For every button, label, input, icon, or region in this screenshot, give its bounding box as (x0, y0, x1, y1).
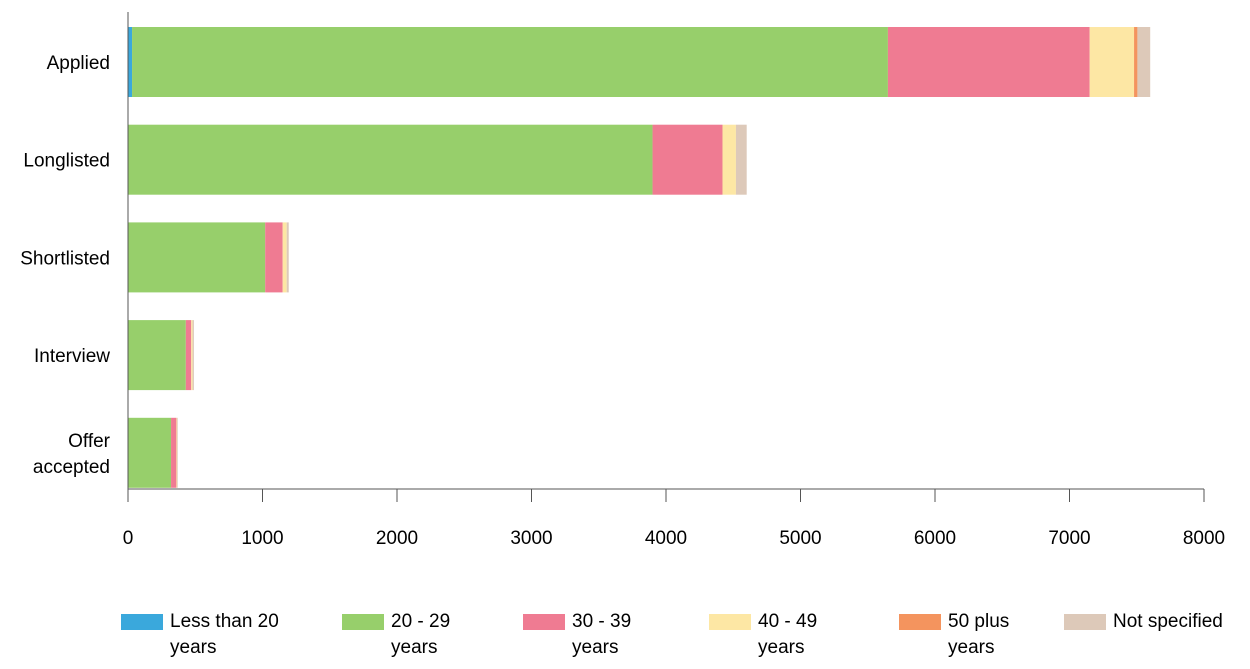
legend-label: Not specified (1113, 611, 1223, 632)
legend-label: 30 - 39 years (572, 611, 632, 658)
bar-segment (652, 124, 723, 195)
stacked-bar-chart: 0 1000 2000 3000 4000 5000 6000 7000 8000 Applie… (20, 12, 1225, 549)
x-tick-label: 7000 (1048, 528, 1090, 549)
category-label: Interview (34, 346, 110, 367)
bar-segment (265, 222, 283, 293)
bar-segment (286, 222, 289, 293)
category-label: Shortlisted (20, 248, 110, 269)
x-ticks-group: 0 1000 2000 3000 4000 5000 6000 7000 8000 (123, 489, 1225, 549)
bar-segment (132, 27, 888, 97)
legend-swatch (899, 614, 941, 630)
bar-segment (128, 27, 133, 97)
bar-segment (887, 27, 1090, 97)
legend: Less than 20 years 20 - 29 years 30 - 39 y… (0, 605, 1250, 665)
legend-label: 20 - 29 years (391, 611, 451, 658)
legend-label: Less than 20 years (170, 611, 279, 658)
bar-segment (1137, 27, 1151, 97)
x-tick-label: 6000 (914, 528, 956, 549)
x-tick-label: 8000 (1183, 528, 1225, 549)
legend-swatch (709, 614, 751, 630)
category-labels-group: Applied Longlisted Shortlisted Interview Off… (20, 53, 110, 478)
bar-segment (176, 417, 178, 488)
x-tick-label: 4000 (645, 528, 687, 549)
x-tick-label: 2000 (376, 528, 418, 549)
bar-segment (735, 124, 747, 195)
bar-segment (1089, 27, 1135, 97)
legend-swatch (523, 614, 565, 630)
bar-segment (128, 222, 266, 293)
bar-segment (128, 417, 172, 488)
x-tick-label: 0 (123, 528, 134, 549)
category-label: Offer (68, 431, 111, 452)
bars-group (128, 27, 1151, 488)
x-tick-label: 5000 (779, 528, 821, 549)
legend-label: 50 plus years (948, 611, 1010, 658)
bar-segment (171, 417, 177, 488)
bar-segment (185, 320, 192, 391)
legend-swatch (121, 614, 163, 630)
legend-swatch (342, 614, 384, 630)
x-tick-label: 3000 (510, 528, 552, 549)
bar-segment (192, 320, 194, 391)
bar-segment (282, 222, 287, 293)
legend-label: 40 - 49 years (758, 611, 818, 658)
category-label: Applied (47, 53, 110, 74)
x-tick-label: 1000 (241, 528, 283, 549)
bar-segment (128, 320, 186, 391)
bar-segment (191, 320, 193, 391)
category-label: Longlisted (23, 151, 110, 172)
bar-segment (177, 417, 178, 488)
bar-segment (1134, 27, 1138, 97)
legend-swatch (1064, 614, 1106, 630)
category-label: accepted (33, 457, 110, 478)
bar-segment (722, 124, 736, 195)
bar-segment (128, 124, 653, 195)
